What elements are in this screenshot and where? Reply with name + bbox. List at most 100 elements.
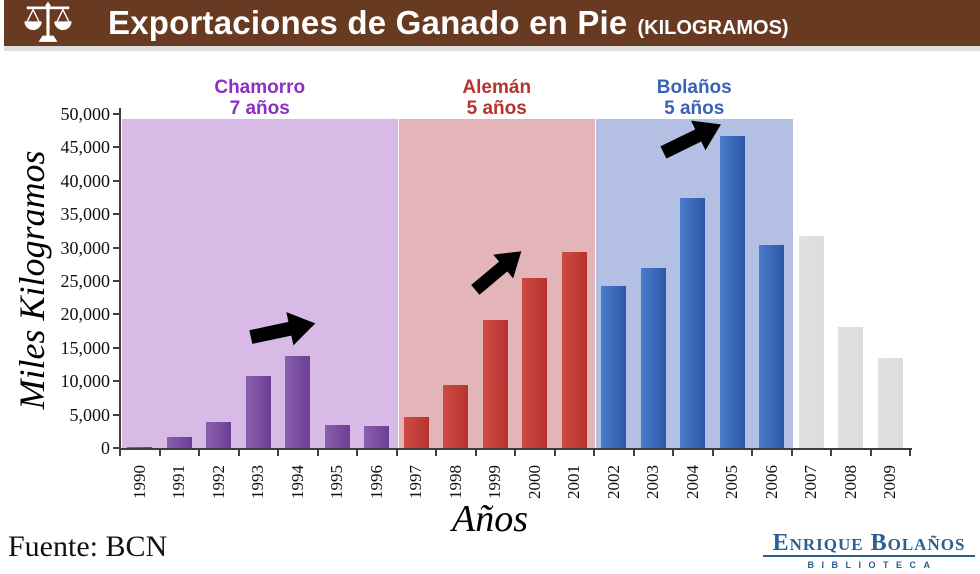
period-label-bolaños: Bolaños 5 años xyxy=(604,77,784,119)
library-logo: Enrique Bolaños Biblioteca xyxy=(763,531,975,570)
page-subtitle: (KILOGRAMOS) xyxy=(637,17,789,39)
x-tick-label-2005: 2005 xyxy=(722,465,742,499)
source-note: Fuente: BCN xyxy=(8,530,168,563)
y-tick xyxy=(113,179,119,182)
x-tick-label-2007: 2007 xyxy=(801,465,821,499)
y-tick-label-10000: 10,000 xyxy=(60,371,111,392)
bar-2000 xyxy=(522,278,548,448)
bar-2002 xyxy=(601,286,627,448)
y-tick xyxy=(113,213,119,216)
x-tick xyxy=(119,450,121,456)
period-label-alemán: Alemán 5 años xyxy=(407,77,587,119)
bar-2008 xyxy=(838,327,864,448)
y-tick xyxy=(113,280,119,282)
bar-1995 xyxy=(324,425,350,448)
x-tick-label-2003: 2003 xyxy=(643,465,663,499)
x-tick-label-1995: 1995 xyxy=(327,465,347,499)
balance-scale-icon xyxy=(24,1,72,42)
bar-1999 xyxy=(482,320,508,448)
x-tick-label-1991: 1991 xyxy=(169,465,189,499)
x-tick-label-2002: 2002 xyxy=(603,465,623,499)
period-duration: 5 años xyxy=(664,97,725,119)
arrow-annotation-3 xyxy=(655,107,730,168)
x-tick xyxy=(435,450,437,456)
x-tick xyxy=(790,450,793,456)
x-tick-label-1994: 1994 xyxy=(287,465,307,499)
bar-1994 xyxy=(285,356,311,448)
x-tick-label-2006: 2006 xyxy=(761,465,781,499)
bar-1991 xyxy=(166,437,192,448)
bar-2001 xyxy=(561,252,587,448)
y-tick-label-45000: 45,000 xyxy=(60,137,111,158)
y-tick xyxy=(113,246,119,249)
x-tick-label-2009: 2009 xyxy=(880,465,900,499)
x-tick xyxy=(158,450,161,456)
y-axis-title: Miles Kilogramos xyxy=(12,150,52,410)
x-tick xyxy=(711,450,714,456)
period-label-chamorro: Chamorro 7 años xyxy=(170,77,350,119)
x-tick xyxy=(632,450,635,456)
y-tick-label-35000: 35,000 xyxy=(60,204,111,225)
x-tick xyxy=(909,450,911,456)
x-tick xyxy=(593,450,595,456)
bar-1996 xyxy=(364,426,390,448)
period-name: Chamorro xyxy=(214,77,306,98)
bar-1997 xyxy=(403,417,429,448)
x-tick xyxy=(356,450,358,456)
logo-name: Enrique Bolaños xyxy=(763,531,975,557)
header-bar: Exportaciones de Ganado en Pie (KILOGRAM… xyxy=(4,0,980,51)
y-axis-line xyxy=(119,108,121,450)
y-tick xyxy=(113,146,119,149)
y-tick xyxy=(113,346,119,349)
bar-2009 xyxy=(877,358,903,448)
x-tick xyxy=(277,450,279,456)
x-tick-label-2004: 2004 xyxy=(682,465,702,499)
x-tick xyxy=(514,450,516,456)
logo-tagline: Biblioteca xyxy=(807,560,938,570)
x-tick-label-1992: 1992 xyxy=(208,465,228,499)
x-tick-label-1990: 1990 xyxy=(129,465,149,499)
bar-1992 xyxy=(206,422,232,448)
header-titles: Exportaciones de Ganado en Pie (KILOGRAM… xyxy=(108,4,789,42)
period-duration: 5 años xyxy=(466,97,527,119)
y-tick-label-25000: 25,000 xyxy=(60,271,111,291)
x-tick-label-1996: 1996 xyxy=(366,465,386,499)
y-tick-label-20000: 20,000 xyxy=(60,304,111,325)
y-tick-label-0: 0 xyxy=(101,438,110,458)
y-tick xyxy=(113,413,119,416)
x-tick xyxy=(198,450,200,456)
period-duration: 7 años xyxy=(229,97,290,119)
x-tick xyxy=(869,450,872,456)
x-tick-label-1993: 1993 xyxy=(248,465,268,499)
x-axis-line xyxy=(119,448,912,450)
arrow-annotation-1 xyxy=(247,305,321,354)
bar-1998 xyxy=(443,385,469,448)
bar-2007 xyxy=(798,236,824,448)
x-tick xyxy=(830,450,832,456)
x-tick xyxy=(395,450,398,456)
page-title: Exportaciones de Ganado en Pie xyxy=(108,4,628,41)
arrow-annotation-2 xyxy=(464,236,535,303)
y-tick xyxy=(113,447,119,449)
bar-2006 xyxy=(759,245,785,448)
x-tick xyxy=(553,450,556,456)
y-tick-label-5000: 5,000 xyxy=(69,404,111,425)
bar-2005 xyxy=(719,136,745,448)
bar-1990 xyxy=(127,447,153,448)
bar-1993 xyxy=(245,376,271,448)
x-tick xyxy=(474,450,477,456)
bar-2004 xyxy=(680,198,706,448)
x-tick-label-2008: 2008 xyxy=(840,465,860,499)
y-tick-label-40000: 40,000 xyxy=(60,170,111,191)
y-tick xyxy=(113,113,119,115)
y-tick xyxy=(113,313,119,316)
x-tick xyxy=(672,450,674,456)
x-axis-title: Años xyxy=(452,498,528,540)
y-tick xyxy=(113,380,119,383)
y-tick-label-15000: 15,000 xyxy=(60,337,111,358)
y-tick-label-50000: 50,000 xyxy=(60,104,111,124)
period-name: Bolaños xyxy=(656,77,732,98)
period-name: Alemán xyxy=(462,77,532,98)
x-tick xyxy=(751,450,753,456)
